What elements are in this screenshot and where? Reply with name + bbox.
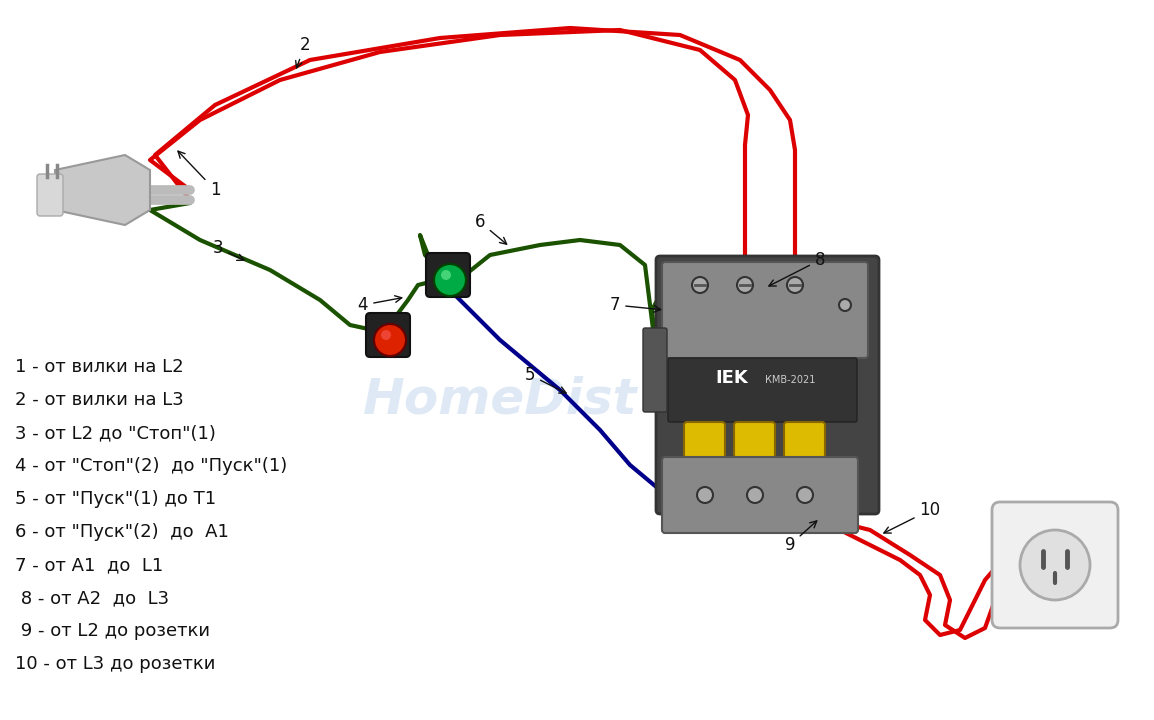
Circle shape <box>434 264 466 296</box>
FancyBboxPatch shape <box>662 262 868 358</box>
Text: 5 - от "Пуск"(1) до T1: 5 - от "Пуск"(1) до T1 <box>15 490 216 508</box>
FancyBboxPatch shape <box>668 358 857 422</box>
Circle shape <box>797 487 814 503</box>
FancyBboxPatch shape <box>992 502 1118 628</box>
FancyBboxPatch shape <box>655 256 879 514</box>
Text: 10: 10 <box>884 501 941 533</box>
Circle shape <box>381 330 391 340</box>
Text: КМВ-2021: КМВ-2021 <box>765 375 816 385</box>
FancyBboxPatch shape <box>684 422 725 458</box>
Text: 4: 4 <box>358 296 402 314</box>
FancyBboxPatch shape <box>662 457 859 533</box>
Text: 6 - от "Пуск"(2)  до  A1: 6 - от "Пуск"(2) до A1 <box>15 523 228 541</box>
Text: 3 - от L2 до "Стоп"(1): 3 - от L2 до "Стоп"(1) <box>15 424 216 442</box>
Circle shape <box>747 487 763 503</box>
Text: HomeDist: HomeDist <box>362 376 637 424</box>
Circle shape <box>787 277 803 293</box>
FancyBboxPatch shape <box>784 422 825 458</box>
Text: 6: 6 <box>474 213 507 244</box>
Polygon shape <box>55 155 150 225</box>
FancyBboxPatch shape <box>734 422 775 458</box>
Text: 1: 1 <box>178 151 220 199</box>
Text: 7: 7 <box>609 296 661 314</box>
Text: 9 - от L2 до розетки: 9 - от L2 до розетки <box>15 622 210 640</box>
Text: 2 - от вилки на L3: 2 - от вилки на L3 <box>15 391 183 409</box>
Circle shape <box>1020 530 1091 600</box>
Text: 1 - от вилки на L2: 1 - от вилки на L2 <box>15 358 183 376</box>
Text: 8 - от A2  до  L3: 8 - от A2 до L3 <box>15 589 170 607</box>
FancyBboxPatch shape <box>366 313 410 357</box>
Text: 7 - от A1  до  L1: 7 - от A1 до L1 <box>15 556 163 574</box>
Text: 2: 2 <box>295 36 310 68</box>
Circle shape <box>374 324 406 356</box>
Text: 10 - от L3 до розетки: 10 - от L3 до розетки <box>15 655 216 673</box>
Circle shape <box>692 277 709 293</box>
Circle shape <box>737 277 754 293</box>
Circle shape <box>839 299 850 311</box>
Text: 4 - от "Стоп"(2)  до "Пуск"(1): 4 - от "Стоп"(2) до "Пуск"(1) <box>15 457 287 475</box>
Text: 5: 5 <box>525 366 567 393</box>
Text: IEK: IEK <box>715 369 748 387</box>
FancyBboxPatch shape <box>643 328 667 412</box>
Circle shape <box>697 487 713 503</box>
Text: 8: 8 <box>769 251 825 286</box>
Circle shape <box>441 270 451 280</box>
FancyBboxPatch shape <box>426 253 470 297</box>
Text: 9: 9 <box>785 521 817 554</box>
Text: 3: 3 <box>212 239 245 261</box>
FancyBboxPatch shape <box>37 174 63 216</box>
